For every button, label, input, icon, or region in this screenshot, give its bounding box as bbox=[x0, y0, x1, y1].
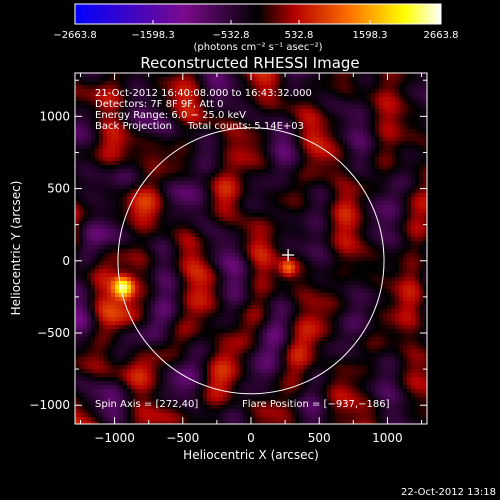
info-line-detectors: Detectors: 7F 8F 9F, Att 0 bbox=[95, 99, 223, 110]
heatmap-image bbox=[75, 73, 427, 424]
colorbar-tick-label: −532.8 bbox=[212, 30, 249, 41]
y-tick-label: 0 bbox=[62, 254, 70, 268]
x-tick-label: −500 bbox=[166, 431, 199, 445]
y-axis-label: Heliocentric Y (arcsec) bbox=[9, 181, 23, 316]
x-tick-label: 0 bbox=[247, 431, 255, 445]
colorbar-unit-label: (photons cm⁻² s⁻¹ asec⁻²) bbox=[193, 42, 322, 53]
colorbar bbox=[74, 3, 442, 25]
solar-limb-circle bbox=[117, 127, 385, 395]
x-tick-label: −1000 bbox=[94, 431, 135, 445]
colorbar-tick-label: 2663.8 bbox=[424, 30, 459, 41]
colorbar-tick-label: 532.8 bbox=[285, 30, 314, 41]
spin-axis-label: Spin Axis = [272,40] bbox=[95, 399, 198, 410]
axis-ticks: −1000 −500 0 500 1000 −1000 −500 0 500 1000 bbox=[29, 73, 427, 445]
colorbar-ticks: −2663.8 −1598.3 −532.8 532.8 1598.3 2663.8 bbox=[53, 20, 459, 41]
info-line-time: 21-Oct-2012 16:40:08.000 to 16:43:32.000 bbox=[95, 88, 312, 99]
y-tick-label: 1000 bbox=[39, 109, 70, 123]
info-line-energy: Energy Range: 6.0 − 25.0 keV bbox=[95, 110, 246, 121]
footer-timestamp: 22-Oct-2012 13:18 bbox=[401, 487, 496, 498]
x-tick-label: 1000 bbox=[372, 431, 403, 445]
spin-axis-marker bbox=[282, 249, 295, 261]
x-axis-label: Heliocentric X (arcsec) bbox=[183, 448, 319, 462]
flare-position-label: Flare Position = [−937,−186] bbox=[242, 399, 390, 410]
y-tick-label: −1000 bbox=[29, 398, 70, 412]
chart-title: Reconstructed RHESSI Image bbox=[140, 54, 359, 72]
colorbar-tick-label: −2663.8 bbox=[53, 30, 96, 41]
colorbar-tick-label: 1598.3 bbox=[353, 30, 388, 41]
y-tick-label: −500 bbox=[37, 326, 70, 340]
x-tick-label: 500 bbox=[308, 431, 331, 445]
info-line-method: Back Projection Total counts: 5.14E+03 bbox=[95, 121, 304, 132]
y-tick-label: 500 bbox=[47, 182, 70, 196]
colorbar-tick-label: −1598.3 bbox=[131, 30, 174, 41]
